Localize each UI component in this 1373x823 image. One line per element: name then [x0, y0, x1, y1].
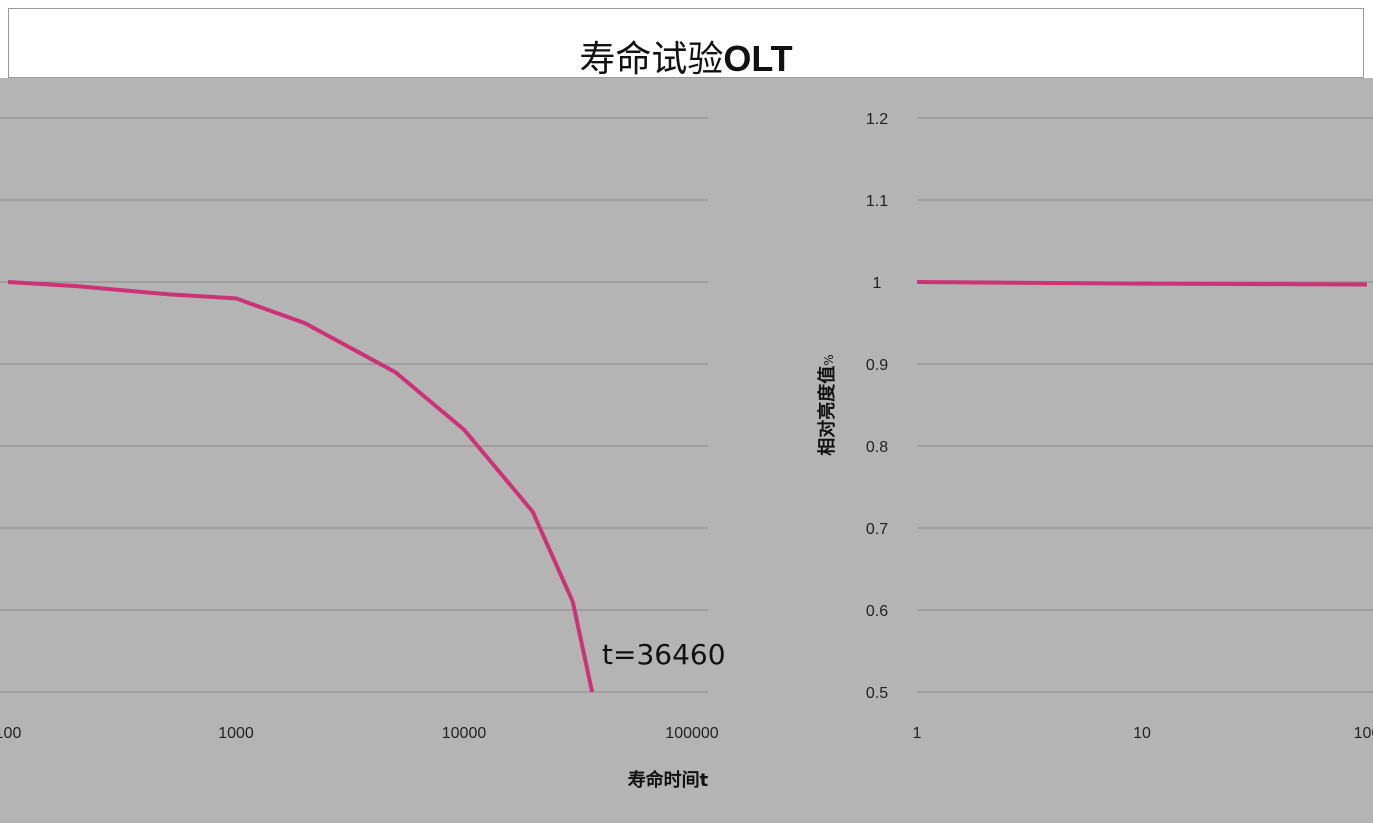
y-tick-label: 1.1 [866, 193, 888, 210]
left-series-line [7, 280, 595, 693]
y-axis-label-text: 相对亮度值 [816, 366, 838, 456]
right-x-tick-label: 100 [1354, 725, 1373, 742]
y-tick-label: 0.6 [866, 603, 888, 620]
right-x-tick-label: 1 [913, 725, 922, 742]
x-axis-label: 寿命时间t [628, 769, 709, 791]
left-x-tick-label: 1000 [218, 725, 254, 742]
y-tick-label: 1.2 [866, 111, 888, 128]
left-x-tick-label: 100000 [665, 725, 718, 742]
right-series-line [916, 280, 1368, 287]
y-tick-label: 1 [873, 275, 882, 292]
plot-background [0, 78, 1373, 823]
chart-title-cn: 寿命试验 [579, 39, 724, 80]
y-axis-label: 相对亮度值% [816, 354, 838, 455]
left-x-tick-label: 100 [0, 725, 21, 742]
chart-title: 寿命试验OLT [9, 31, 1363, 81]
annotation-label: t=36460 [602, 638, 726, 671]
y-tick-label: 0.5 [866, 685, 888, 702]
left-x-tick-label: 10000 [442, 725, 487, 742]
y-tick-label: 0.8 [866, 439, 888, 456]
chart-title-en: OLT [723, 38, 793, 79]
y-tick-label: 0.7 [866, 521, 888, 538]
y-tick-label: 0.9 [866, 357, 888, 374]
right-x-tick-label: 10 [1133, 725, 1151, 742]
chart-title-box: 寿命试验OLT [8, 8, 1364, 81]
y-axis-label-unit: % [822, 354, 836, 365]
